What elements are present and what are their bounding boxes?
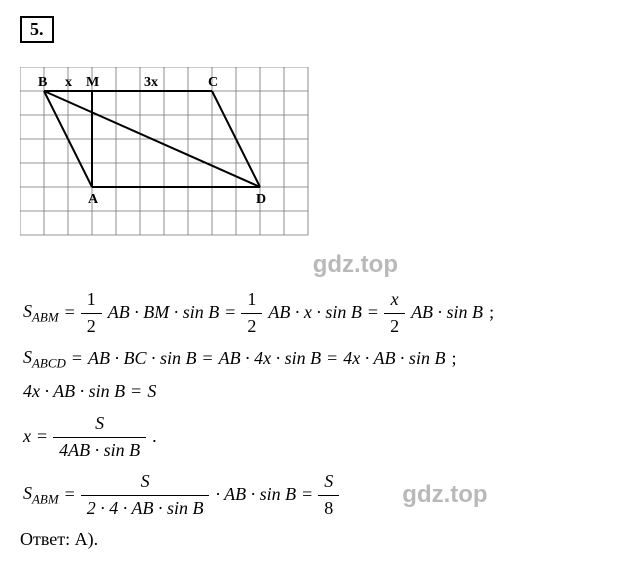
equation-3: 4x · AB · sin B = S (20, 381, 598, 403)
svg-text:x: x (65, 75, 72, 90)
answer-line: Ответ: А). (20, 529, 598, 550)
svg-text:3x: 3x (144, 75, 158, 90)
equation-5: SABM = S2 · 4 · AB · sin B · AB · sin B … (20, 471, 598, 519)
svg-text:B: B (38, 75, 47, 90)
svg-text:M: M (86, 75, 99, 90)
svg-text:A: A (88, 192, 99, 207)
equation-4: x = S4AB · sin B . (20, 413, 598, 461)
equation-1: SABM = 12 AB · BM · sin B = 12 AB · x · … (20, 289, 598, 337)
answer-label: Ответ: (20, 529, 75, 549)
watermark-2: gdz.top (402, 481, 487, 510)
problem-number: 5. (20, 16, 54, 43)
svg-text:D: D (256, 192, 266, 207)
equation-2: SABCD = AB · BC · sin B = AB · 4x · sin … (20, 347, 598, 371)
watermark-1: gdz.top (313, 251, 398, 279)
answer-value: А). (75, 529, 99, 549)
figure: B M C A Dx 3x (20, 67, 598, 243)
geometry-svg: B M C A Dx 3x (20, 67, 320, 243)
svg-text:C: C (208, 75, 218, 90)
